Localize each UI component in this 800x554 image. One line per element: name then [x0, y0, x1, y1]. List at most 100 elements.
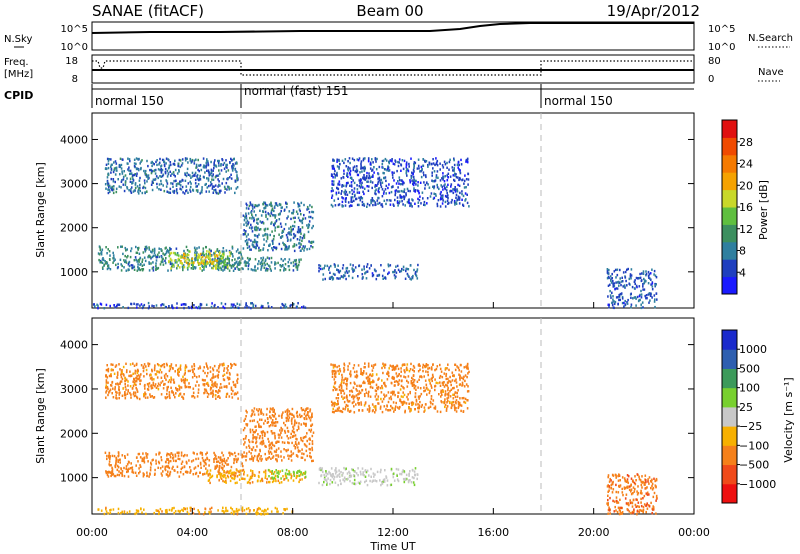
velocity-cell: [253, 473, 255, 477]
power-cell: [167, 158, 169, 161]
velocity-cell: [387, 373, 389, 376]
velocity-cell: [357, 474, 359, 477]
velocity-cell: [287, 441, 289, 444]
velocity-cell: [327, 472, 329, 476]
power-cell: [180, 180, 182, 183]
power-cell: [166, 175, 169, 178]
velocity-cell: [260, 408, 262, 411]
velocity-cell: [277, 479, 280, 482]
power-cell: [378, 201, 381, 205]
velocity-cell: [641, 475, 643, 478]
velocity-cell: [227, 463, 230, 466]
velocity-cell: [219, 383, 222, 386]
power-cell: [369, 176, 371, 180]
power-cell: [408, 162, 410, 166]
power-cell: [356, 188, 359, 191]
power-data-layer: [92, 157, 658, 310]
power-cell: [367, 176, 370, 180]
power-cell: [136, 306, 138, 309]
velocity-cell: [213, 460, 215, 463]
power-cell: [292, 264, 295, 267]
power-cell: [248, 238, 250, 241]
power-cell: [623, 301, 625, 305]
velocity-cell: [212, 393, 214, 396]
power-cell: [638, 294, 641, 298]
velocity-cell: [227, 365, 229, 368]
power-cell: [191, 261, 194, 265]
velocity-region-0: [104, 451, 245, 478]
velocity-cell: [270, 416, 272, 420]
power-cell: [290, 217, 292, 221]
velocity-cell: [281, 413, 283, 416]
velocity-cell: [203, 388, 206, 391]
power-cell: [616, 273, 619, 277]
velocity-cell: [183, 507, 185, 510]
velocity-cell: [308, 417, 311, 420]
power-cell: [417, 205, 420, 208]
velocity-cell: [211, 380, 213, 383]
velocity-cell: [286, 426, 289, 430]
velocity-cell: [269, 415, 271, 419]
power-cell: [150, 161, 153, 164]
velocity-cell: [134, 380, 136, 383]
velocity-cell: [260, 459, 263, 462]
velocity-cell: [310, 416, 312, 419]
velocity-cell: [225, 506, 227, 510]
power-cell: [298, 246, 301, 249]
power-cell: [131, 264, 134, 267]
power-cell: [398, 179, 401, 182]
velocity-cell: [115, 394, 117, 397]
velocity-cell: [627, 485, 629, 488]
power-cell: [285, 248, 288, 251]
power-cell: [651, 282, 654, 285]
power-cell: [331, 167, 334, 170]
power-cell: [417, 184, 419, 187]
velocity-cell: [124, 382, 126, 386]
power-cell: [286, 217, 288, 220]
power-cell: [248, 204, 251, 207]
power-cell: [331, 196, 333, 199]
power-cell: [278, 218, 281, 221]
velocity-cell: [223, 464, 225, 468]
power-cell: [151, 248, 154, 252]
power-cell: [260, 261, 262, 265]
power-cell: [203, 176, 205, 179]
power-cell: [218, 183, 220, 187]
velocity-cell: [167, 385, 169, 389]
velocity-cell: [115, 396, 117, 400]
power-cell: [643, 282, 645, 285]
power-cell: [268, 244, 270, 247]
velocity-cell: [608, 506, 610, 509]
power-cell: [179, 159, 182, 162]
velocity-cell: [232, 380, 235, 384]
power-cell: [158, 163, 160, 166]
velocity-cell: [296, 454, 298, 457]
power-cell: [409, 204, 411, 208]
power-cell: [160, 248, 162, 251]
power-cell: [213, 185, 215, 188]
power-cell: [334, 273, 336, 276]
power-cell: [282, 264, 284, 267]
velocity-cell: [184, 470, 187, 474]
velocity-cell: [107, 512, 109, 515]
velocity-cell: [110, 464, 112, 467]
velocity-cell: [290, 459, 293, 462]
velocity-cell: [381, 481, 383, 484]
power-cell: [199, 174, 201, 178]
power-cell: [215, 165, 218, 168]
power-cell: [465, 178, 468, 181]
power-cell: [133, 302, 135, 305]
velocity-cell: [279, 433, 281, 437]
power-cell: [332, 176, 334, 179]
velocity-cell: [311, 459, 313, 463]
velocity-cell: [617, 491, 620, 494]
power-cell: [229, 264, 231, 267]
power-cell: [246, 219, 249, 223]
velocity-cell: [292, 414, 295, 417]
power-cell: [148, 261, 150, 264]
power-cell: [197, 306, 199, 310]
velocity-cell: [115, 390, 117, 394]
velocity-cell: [184, 384, 186, 387]
power-cell: [217, 192, 220, 195]
power-cell: [136, 269, 139, 272]
